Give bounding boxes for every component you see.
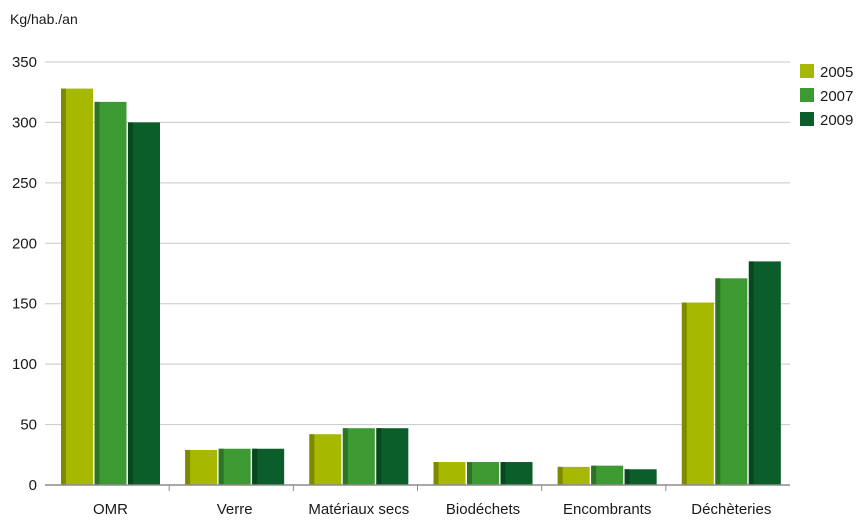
legend-swatch	[800, 88, 814, 102]
bars	[61, 88, 781, 486]
x-axis	[45, 484, 790, 491]
bar-edge	[681, 302, 687, 485]
bar-edge	[128, 122, 133, 485]
y-tick-label: 250	[12, 175, 37, 192]
bar-edge	[309, 434, 315, 485]
bar	[61, 88, 93, 486]
bar-edge	[500, 462, 506, 485]
bar	[624, 469, 657, 485]
bar	[376, 428, 409, 485]
bar	[342, 428, 375, 485]
y-axis-ticks: 0 50 100 150 200 250 300 350	[12, 54, 37, 494]
legend-label: 2009	[820, 112, 853, 129]
bar-edge	[252, 448, 258, 485]
bar-edge	[185, 449, 191, 485]
y-axis-label: Kg/hab./an	[10, 11, 78, 27]
y-tick-label: 350	[12, 54, 37, 71]
x-axis-categories: OMR Verre Matériaux secs Biodéchets Encombra…	[93, 501, 771, 518]
bar	[591, 465, 624, 485]
bar	[715, 278, 748, 485]
legend-label: 2007	[820, 88, 853, 105]
legend-swatch	[800, 64, 814, 78]
x-category-label: Biodéchets	[446, 501, 520, 518]
bar-edge	[591, 465, 597, 485]
legend: 2005 2007 2009	[800, 64, 853, 129]
x-category-label: Déchèteries	[691, 501, 771, 518]
legend-swatch	[800, 112, 814, 126]
bar-edge	[342, 428, 348, 485]
x-category-label: Encombrants	[563, 501, 651, 518]
bar	[433, 462, 466, 485]
bar	[748, 261, 781, 485]
y-tick-label: 200	[12, 235, 37, 252]
gridlines	[45, 61, 790, 426]
y-tick-label: 300	[12, 114, 37, 131]
y-tick-label: 0	[29, 477, 37, 494]
bar-edge	[557, 466, 563, 485]
x-category-label: Matériaux secs	[308, 501, 409, 518]
bar-edge	[94, 101, 100, 485]
bar	[252, 448, 285, 485]
y-tick-label: 50	[20, 417, 37, 434]
x-category-label: Verre	[217, 501, 253, 518]
bar	[500, 462, 533, 485]
bar	[218, 448, 251, 485]
bar	[467, 462, 499, 485]
bar	[557, 466, 590, 485]
bar-edge	[467, 462, 472, 485]
bar	[94, 101, 127, 485]
bar-edge	[218, 448, 224, 485]
bar-edge	[748, 261, 754, 485]
y-tick-label: 150	[12, 296, 37, 313]
x-category-label: OMR	[93, 501, 128, 518]
bar	[185, 449, 218, 485]
legend-label: 2005	[820, 64, 853, 81]
bar	[128, 122, 160, 485]
y-tick-label: 100	[12, 356, 37, 373]
bar-edge	[61, 88, 66, 486]
bar-edge	[376, 428, 382, 485]
bar	[681, 302, 714, 485]
bar-edge	[624, 469, 630, 485]
bar-edge	[433, 462, 439, 485]
bar	[309, 434, 342, 485]
bar-edge	[715, 278, 721, 485]
